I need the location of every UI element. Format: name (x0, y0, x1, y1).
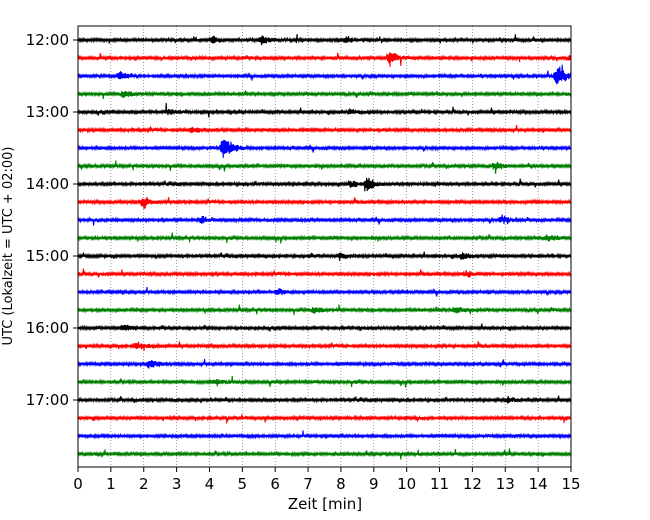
plot-frame (77, 25, 572, 468)
x-tick-label: 1 (106, 475, 116, 493)
x-tick-label: 7 (303, 475, 313, 493)
seismic-trace-1715 (77, 414, 572, 424)
x-tick-label: 10 (397, 475, 416, 493)
x-tick-label: 4 (205, 475, 215, 493)
seismic-trace-1245 (77, 90, 572, 100)
y-tick-label: 16:00 (26, 319, 69, 337)
y-tick-label: 17:00 (26, 391, 69, 409)
x-axis-ticks: 0 1 2 3 4 5 6 7 8 9 10 11 12 13 14 15 (73, 467, 581, 493)
seismic-trace-1400 (77, 177, 572, 192)
x-tick-label: 9 (369, 475, 379, 493)
seismic-trace-1630 (77, 358, 572, 369)
seismic-trace-1215 (77, 52, 572, 67)
x-tick-label: 2 (139, 475, 149, 493)
seismic-trace-1545 (77, 304, 572, 316)
seismic-trace-1230 (77, 64, 572, 85)
seismic-trace-1600 (77, 323, 572, 332)
y-tick-label: 15:00 (26, 247, 69, 265)
x-tick-label: 13 (496, 475, 515, 493)
seismic-trace-1345 (77, 160, 572, 174)
seismic-trace-1445 (77, 232, 572, 244)
x-tick-label: 11 (430, 475, 449, 493)
x-tick-label: 5 (238, 475, 248, 493)
y-axis-ticks: 12:00 13:00 14:00 15:00 16:00 17:00 (26, 31, 78, 409)
seismic-trace-1645 (77, 376, 572, 388)
seismic-trace-1730 (77, 430, 572, 440)
seismic-traces (77, 34, 572, 460)
x-tick-label: 8 (336, 475, 346, 493)
x-tick-label: 0 (73, 475, 83, 493)
seismic-trace-1415 (77, 196, 572, 210)
x-tick-label: 15 (561, 475, 580, 493)
seismic-trace-1430 (77, 214, 572, 226)
y-tick-label: 12:00 (26, 31, 69, 49)
seismic-trace-1300 (77, 102, 572, 118)
seismic-trace-1745 (77, 448, 572, 460)
x-tick-label: 12 (463, 475, 482, 493)
x-tick-label: 14 (529, 475, 548, 493)
seismic-trace-1315 (77, 124, 572, 134)
seismic-trace-1500 (77, 251, 572, 261)
seismic-trace-1330 (77, 139, 572, 158)
x-axis-label: Zeit [min] (288, 495, 362, 513)
seismic-trace-1200 (77, 34, 572, 46)
seismic-trace-1700 (77, 395, 572, 404)
y-tick-label: 14:00 (26, 175, 69, 193)
x-tick-label: 3 (172, 475, 182, 493)
seismic-trace-1515 (77, 268, 572, 278)
seismic-trace-1530 (77, 286, 572, 297)
seismic-trace-1615 (77, 341, 572, 352)
y-tick-label: 13:00 (26, 103, 69, 121)
y-axis-label: UTC (Lokalzeit = UTC + 02:00) (1, 147, 16, 346)
x-tick-label: 6 (270, 475, 280, 493)
